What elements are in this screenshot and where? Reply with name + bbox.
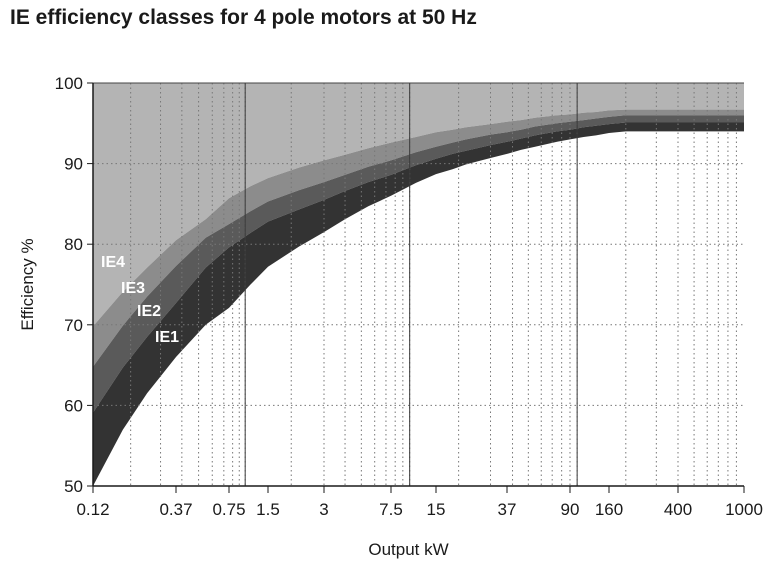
x-tick-label: 15 [427,500,446,519]
band-label-ie1: IE1 [155,329,179,346]
band-ie2 [93,122,744,486]
x-tick-label: 37 [498,500,517,519]
x-tick-label: 1000 [725,500,763,519]
x-tick-label: 160 [595,500,623,519]
x-tick-label: 7.5 [379,500,403,519]
y-axis-label: Efficiency % [18,238,37,330]
band-label-ie2: IE2 [137,303,161,320]
x-tick-label: 0.12 [76,500,109,519]
chart-title: IE efficiency classes for 4 pole motors … [10,6,477,29]
x-axis-label: Output kW [368,540,448,559]
x-tick-label: 1.5 [256,500,280,519]
band-label-ie4: IE4 [101,254,125,271]
x-tick-label: 0.37 [159,500,192,519]
band-label-ie3: IE3 [121,280,145,297]
x-tick-label: 90 [561,500,580,519]
y-tick-label: 90 [64,155,83,174]
x-tick-label: 0.75 [212,500,245,519]
y-tick-label: 100 [55,74,83,93]
x-tick-label: 3 [319,500,328,519]
band-above-ie4 [93,83,744,327]
x-tick-label: 400 [664,500,692,519]
y-tick-label: 70 [64,316,83,335]
y-tick-label: 80 [64,235,83,254]
y-tick-label: 50 [64,477,83,496]
y-tick-label: 60 [64,396,83,415]
